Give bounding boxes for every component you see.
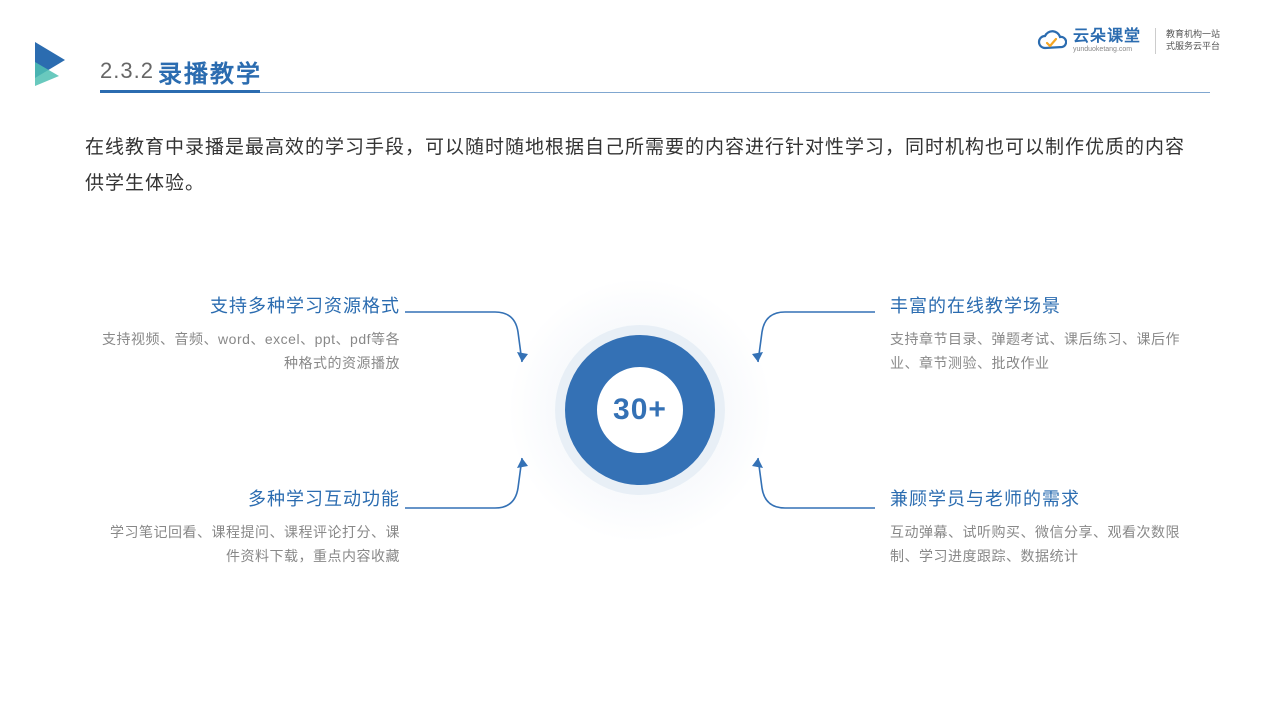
center-value: 30+ [613, 393, 667, 427]
center-graphic: 30+ [530, 300, 750, 520]
logo-brand-sub: yunduoketang.com [1073, 46, 1141, 53]
feature-desc: 支持视频、音频、word、excel、ppt、pdf等各种格式的资源播放 [100, 328, 400, 376]
feature-desc: 互动弹幕、试听购买、微信分享、观看次数限制、学习进度跟踪、数据统计 [890, 521, 1190, 569]
feature-top-right: 丰富的在线教学场景 支持章节目录、弹题考试、课后练习、课后作业、章节测验、批改作… [890, 292, 1190, 376]
brand-logo: 云朵课堂 yunduoketang.com 教育机构一站 式服务云平台 [1037, 28, 1220, 54]
feature-desc: 学习笔记回看、课程提问、课程评论打分、课件资料下载，重点内容收藏 [100, 521, 400, 569]
logo-tag-line2: 式服务云平台 [1166, 41, 1220, 53]
feature-top-left: 支持多种学习资源格式 支持视频、音频、word、excel、ppt、pdf等各种… [100, 292, 400, 376]
cloud-icon [1037, 30, 1067, 52]
center-ring: 30+ [565, 335, 715, 485]
section-number: 2.3.2 [100, 58, 154, 84]
feature-desc: 支持章节目录、弹题考试、课后练习、课后作业、章节测验、批改作业 [890, 328, 1190, 376]
intro-paragraph: 在线教育中录播是最高效的学习手段，可以随时随地根据自己所需要的内容进行针对性学习… [85, 130, 1195, 202]
feature-bottom-right: 兼顾学员与老师的需求 互动弹幕、试听购买、微信分享、观看次数限制、学习进度跟踪、… [890, 485, 1190, 569]
slide: 2.3.2 录播教学 云朵课堂 yunduoketang.com 教育机构一站 … [0, 0, 1280, 720]
logo-brand: 云朵课堂 [1073, 29, 1141, 45]
section-title: 录播教学 [158, 54, 262, 89]
feature-title: 丰富的在线教学场景 [890, 292, 1190, 318]
play-triangle-icon [35, 42, 75, 86]
title-underline [100, 92, 1210, 93]
logo-separator [1155, 28, 1156, 54]
logo-tag-line1: 教育机构一站 [1166, 29, 1220, 41]
logo-text-block: 云朵课堂 yunduoketang.com [1073, 29, 1141, 53]
feature-title: 支持多种学习资源格式 [100, 292, 400, 318]
feature-bottom-left: 多种学习互动功能 学习笔记回看、课程提问、课程评论打分、课件资料下载，重点内容收… [100, 485, 400, 569]
feature-title: 多种学习互动功能 [100, 485, 400, 511]
feature-title: 兼顾学员与老师的需求 [890, 485, 1190, 511]
logo-tagline: 教育机构一站 式服务云平台 [1166, 29, 1220, 52]
